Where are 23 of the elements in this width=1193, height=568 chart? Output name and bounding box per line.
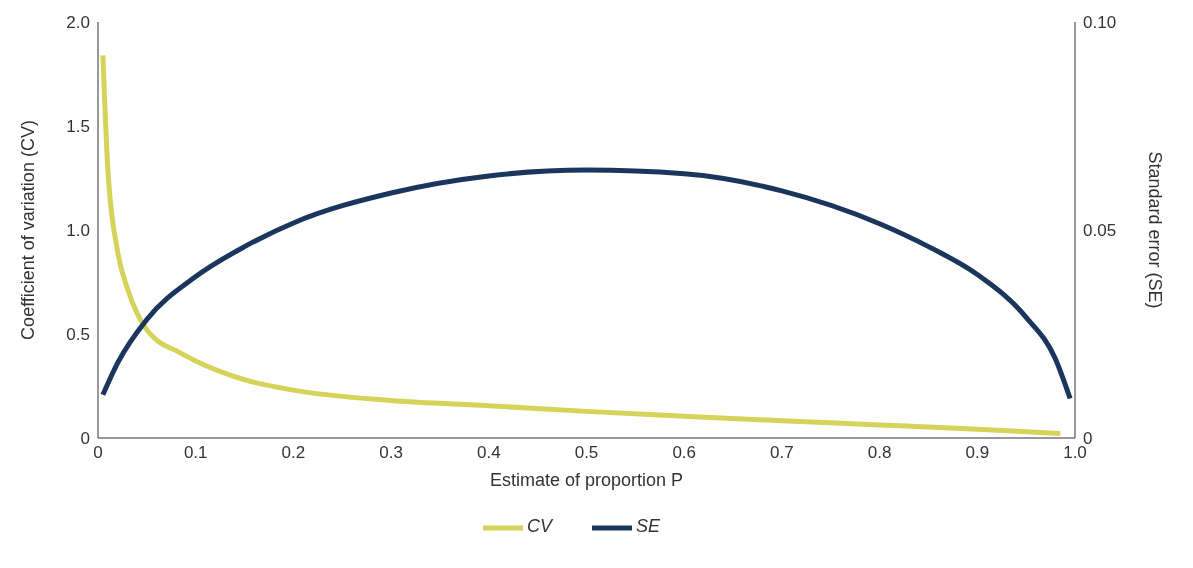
- x-tick-label: 0.9: [965, 443, 990, 463]
- x-tick-label: 0.2: [281, 443, 306, 463]
- x-tick-label: 0.1: [183, 443, 208, 463]
- x-tick-label: 0.4: [476, 443, 501, 463]
- x-tick-label: 0.5: [574, 443, 599, 463]
- y2-tick-label: 0.05: [1083, 221, 1117, 241]
- y2-axis-title: Standard error (SE): [1144, 151, 1165, 309]
- legend-label: CV: [526, 516, 552, 537]
- x-tick-label: 0.7: [770, 443, 794, 463]
- y-axis-title: Coefficient of variation (CV): [18, 120, 39, 340]
- y-tick-label: 0: [80, 429, 90, 449]
- y-tick-label: 0.5: [66, 325, 90, 345]
- x-axis-title: Estimate of proportion P: [489, 470, 684, 490]
- y-tick-label: 2.0: [66, 13, 90, 33]
- legend-label: SE: [636, 516, 661, 537]
- x-tick-label: 1.0: [1063, 443, 1087, 463]
- x-tick-label: 0.3: [379, 443, 403, 463]
- y-tick-label: 1.0: [66, 221, 90, 241]
- x-tick-label: 0.6: [672, 443, 697, 463]
- y-tick-label: 1.5: [66, 117, 90, 137]
- x-tick-label: 0: [93, 443, 103, 463]
- y2-tick-label: 0.10: [1083, 13, 1117, 33]
- x-tick-label: 0.8: [867, 443, 892, 463]
